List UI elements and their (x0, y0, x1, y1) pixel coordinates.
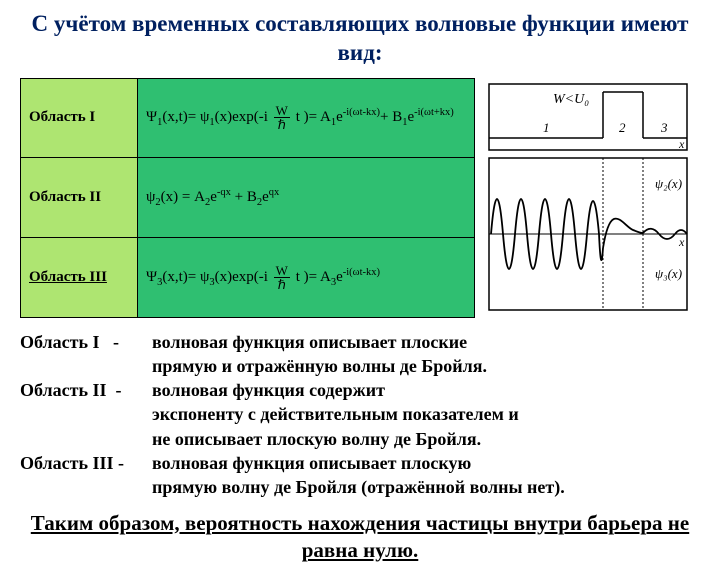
region-formula-2: ψ2(x) = A2e-qx + B2eqx (138, 158, 475, 238)
description-row-2: Область II -волновая функция содержитэкс… (20, 378, 700, 451)
psi2-label: ψ₂(x) (655, 176, 682, 191)
region-2-label: 2 (619, 120, 626, 135)
region-formula-3: Ψ3(x,t)= ψ3(x)exp(-i Wℏ t )= A3e-i(ωt-kx… (138, 237, 475, 317)
description-label-3: Область III - (20, 451, 152, 500)
conclusion: Таким образом, вероятность нахождения ча… (20, 510, 700, 564)
description-text-2: волновая функция содержитэкспоненту с де… (152, 378, 700, 451)
top-row: Область IΨ1(x,t)= ψ1(x)exp(-i Wℏ t )= A1… (20, 78, 700, 318)
wave-diagram: W<U₀ 1 2 3 x ψ₂(x) ψ₃(x) x (483, 78, 693, 318)
description-text-1: волновая функция описывает плоскиепрямую… (152, 330, 700, 379)
barrier-label: W<U₀ (553, 92, 589, 107)
region-3-label: 3 (660, 120, 668, 135)
region-formula-1: Ψ1(x,t)= ψ1(x)exp(-i Wℏ t )= A1e-i(ωt-kx… (138, 78, 475, 158)
page-title: С учётом временных составляющих волновые… (20, 10, 700, 68)
region-label-3: Область III (21, 237, 138, 317)
axis-x-top: x (678, 137, 685, 151)
region-label-1: Область I (21, 78, 138, 158)
descriptions: Область I -волновая функция описывает пл… (20, 330, 700, 500)
description-label-1: Область I - (20, 330, 152, 379)
description-text-3: волновая функция описывает плоскуюпрямую… (152, 451, 700, 500)
description-row-1: Область I -волновая функция описывает пл… (20, 330, 700, 379)
description-row-3: Область III -волновая функция описывает … (20, 451, 700, 500)
axis-x-bottom: x (678, 235, 685, 249)
description-label-2: Область II - (20, 378, 152, 451)
psi3-label: ψ₃(x) (655, 266, 682, 281)
formula-table: Область IΨ1(x,t)= ψ1(x)exp(-i Wℏ t )= A1… (20, 78, 475, 318)
region-1-label: 1 (543, 120, 550, 135)
region-label-2: Область II (21, 158, 138, 238)
